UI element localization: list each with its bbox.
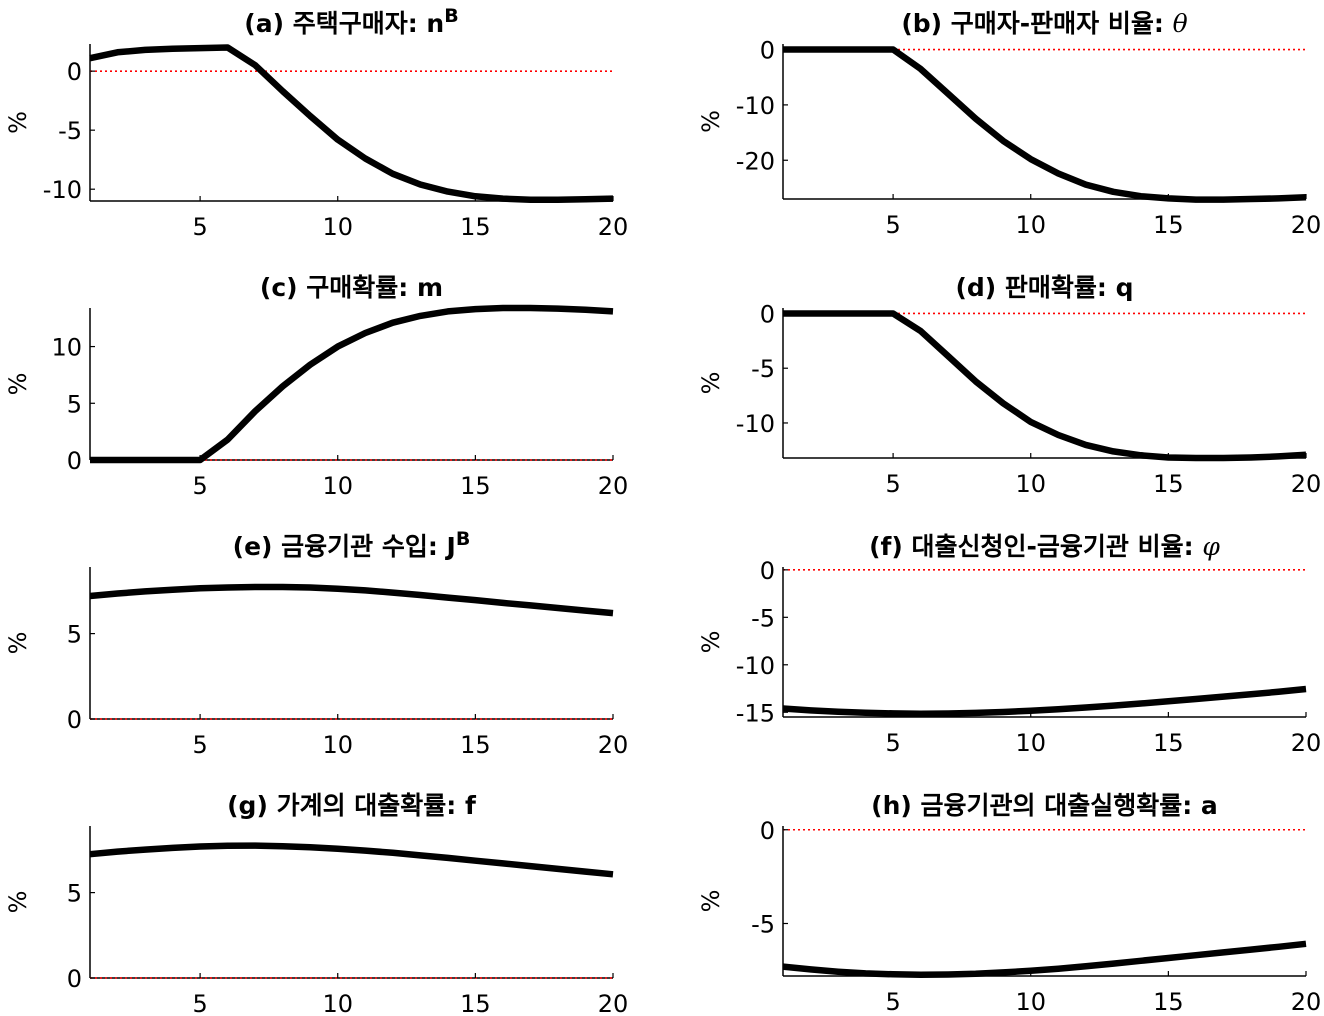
x-tick-label: 5 — [885, 470, 900, 498]
series-line — [783, 46, 1307, 203]
x-tick-label: 5 — [192, 990, 207, 1016]
series-line — [783, 310, 1307, 462]
x-tick-label: 5 — [192, 472, 207, 500]
x-tick-label: 15 — [1153, 729, 1184, 757]
series-line — [782, 940, 1307, 978]
x-tick-label: 20 — [1291, 988, 1322, 1016]
x-tick-label: 10 — [322, 472, 353, 500]
x-tick-label: 10 — [322, 213, 353, 241]
x-tick-label: 5 — [192, 213, 207, 241]
series-line — [90, 304, 614, 464]
x-tick-label: 10 — [1015, 211, 1046, 239]
panel-title: (e) 금융기관 수입: JB — [233, 528, 471, 561]
y-tick-label: -5 — [751, 604, 775, 632]
y-tick-label: 0 — [67, 58, 82, 86]
x-tick-label: 5 — [192, 731, 207, 759]
panel-h: 5 10 15 20 -5 0% (h) 금융기관의 대출실행확률: a — [697, 791, 1321, 1016]
y-axis-label: % — [697, 110, 725, 133]
panel-title: (f) 대출신청인-금융기관 비율: φ — [869, 532, 1220, 561]
panel-g: 5 10 15 20 0 5% (g) 가계의 대출확률: f — [4, 791, 628, 1016]
x-tick-label: 15 — [460, 213, 491, 241]
y-tick-label: 5 — [67, 390, 82, 418]
y-axis-label: % — [697, 890, 725, 913]
x-tick-label: 15 — [460, 731, 491, 759]
x-tick-label: 5 — [885, 211, 900, 239]
panel-title: (a) 주택구매자: nB — [244, 5, 458, 38]
y-tick-label: -5 — [751, 355, 775, 383]
series-line — [89, 44, 614, 204]
y-tick-label: 0 — [67, 447, 82, 475]
panel-title: (c) 구매확률: m — [260, 273, 443, 302]
panel-title: (d) 판매확률: q — [955, 273, 1133, 302]
y-axis-label: % — [4, 111, 32, 134]
y-tick-label: 5 — [67, 621, 82, 649]
x-tick-label: 20 — [1291, 211, 1322, 239]
x-tick-label: 5 — [885, 988, 900, 1016]
y-tick-label: 5 — [67, 880, 82, 908]
y-tick-label: -5 — [58, 117, 82, 145]
panel-title: (b) 구매자-판매자 비율: θ — [901, 9, 1187, 38]
y-axis-label: % — [697, 372, 725, 395]
x-tick-label: 10 — [322, 990, 353, 1016]
x-tick-label: 15 — [460, 472, 491, 500]
panel-c: 5 10 15 20 0 5 10% (c) 구매확률: m — [4, 273, 628, 500]
y-tick-label: -10 — [736, 92, 775, 120]
x-tick-label: 15 — [460, 990, 491, 1016]
x-tick-label: 10 — [322, 731, 353, 759]
panel-e: 5 10 15 20 0 5% (e) 금융기관 수입: JB — [4, 528, 628, 759]
x-tick-label: 15 — [1153, 211, 1184, 239]
panel-a: 5 10 15 20 -10 -5 0% (a) 주택구매자: nB — [4, 5, 628, 241]
y-axis-label: % — [4, 891, 32, 914]
panel-f: 5 10 15 20 -15 -10 -5 0% (f) 대출신청인-금융기관 비율: φ — [697, 532, 1321, 757]
panel-d: 5 10 15 20 -10 -5 0% (d) 판매확률: q — [697, 273, 1321, 498]
y-tick-label: 0 — [760, 557, 775, 585]
x-tick-label: 20 — [598, 472, 629, 500]
y-tick-label: 0 — [760, 817, 775, 845]
x-tick-label: 20 — [1291, 729, 1322, 757]
y-axis-label: % — [4, 632, 32, 655]
x-tick-label: 15 — [1153, 470, 1184, 498]
series-line — [782, 685, 1307, 717]
y-tick-label: -20 — [736, 147, 775, 175]
y-tick-label: 0 — [67, 706, 82, 734]
x-tick-label: 10 — [1015, 470, 1046, 498]
y-tick-label: -5 — [751, 911, 775, 939]
y-tick-label: 10 — [51, 334, 82, 362]
x-tick-label: 10 — [1015, 988, 1046, 1016]
x-tick-label: 20 — [598, 731, 629, 759]
y-axis-label: % — [4, 373, 32, 396]
panel-b: 5 10 15 20 -20 -10 0% (b) 구매자-판매자 비율: θ — [697, 9, 1321, 239]
y-tick-label: -15 — [736, 699, 775, 727]
x-tick-label: 20 — [1291, 470, 1322, 498]
y-tick-label: 0 — [760, 300, 775, 328]
x-tick-label: 20 — [598, 990, 629, 1016]
x-tick-label: 15 — [1153, 988, 1184, 1016]
y-tick-label: -10 — [736, 410, 775, 438]
x-tick-label: 10 — [1015, 729, 1046, 757]
panel-title: (g) 가계의 대출확률: f — [227, 791, 477, 820]
x-tick-label: 20 — [598, 213, 629, 241]
panel-title: (h) 금융기관의 대출실행확률: a — [871, 791, 1218, 820]
y-tick-label: -10 — [43, 176, 82, 204]
x-tick-label: 5 — [885, 729, 900, 757]
y-tick-label: -10 — [736, 652, 775, 680]
y-tick-label: 0 — [760, 37, 775, 65]
y-tick-label: 0 — [67, 965, 82, 993]
y-axis-label: % — [697, 631, 725, 654]
series-line — [89, 842, 614, 878]
series-line — [89, 583, 614, 617]
